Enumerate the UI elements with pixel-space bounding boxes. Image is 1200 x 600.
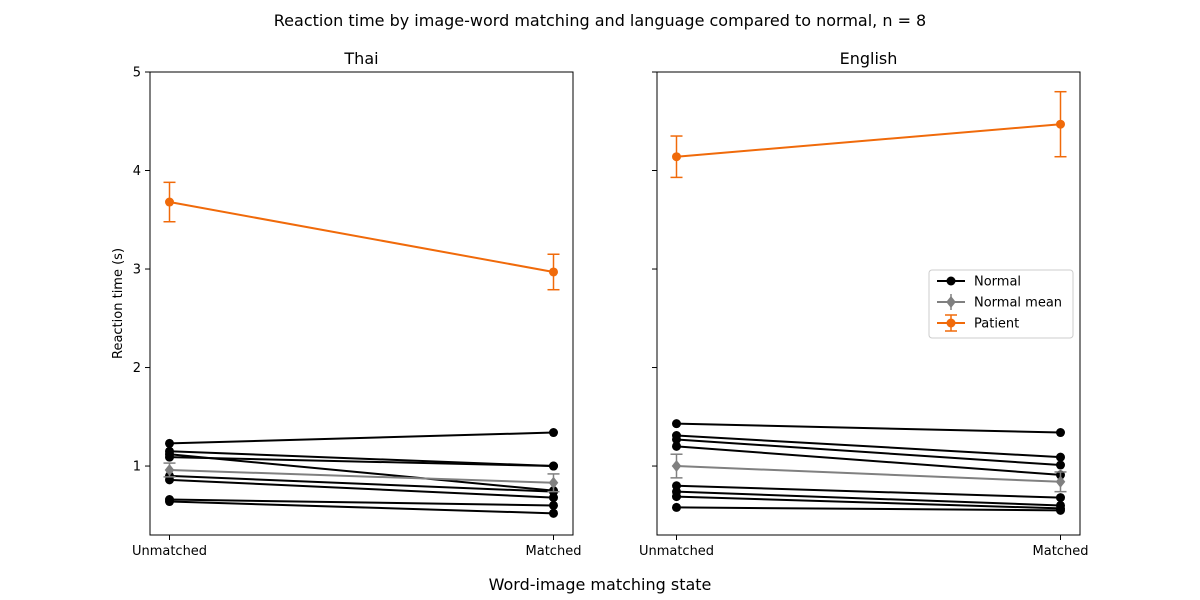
legend-box xyxy=(928,269,1074,339)
legend-label: Patient xyxy=(974,317,1019,332)
normal-mean-point xyxy=(548,476,559,489)
normal-subject-point xyxy=(165,452,174,462)
panel-title: Thai xyxy=(343,49,378,68)
normal-subject-point xyxy=(672,441,681,451)
normal-subject-line xyxy=(676,506,1061,512)
normal-subject-line xyxy=(676,422,1061,434)
y-tick-label: 4 xyxy=(133,164,141,179)
normal-subject-line xyxy=(676,484,1061,499)
figure-x-axis-label: Word-image matching state xyxy=(489,575,712,594)
y-tick-label: 3 xyxy=(133,263,141,278)
normal-subject-line xyxy=(676,445,1061,476)
y-axis-label: Reaction time (s) xyxy=(111,248,126,359)
axes-frame xyxy=(149,71,574,536)
normal-subject-point xyxy=(165,438,174,448)
legend-label: Normal mean xyxy=(974,296,1062,311)
normal-subject-line xyxy=(676,495,1061,510)
normal-subject-line xyxy=(169,498,554,507)
y-tick-label: 1 xyxy=(133,460,141,475)
normal-subject-line xyxy=(169,453,554,492)
y-tick-label: 2 xyxy=(133,361,141,376)
x-tick-label: Matched xyxy=(1033,544,1089,559)
patient-point xyxy=(1056,119,1065,129)
normal-subject-point xyxy=(1056,460,1065,470)
normal-mean-point xyxy=(164,463,175,476)
patient-point xyxy=(672,152,681,162)
normal-subject-line xyxy=(676,490,1061,507)
x-tick-label: Unmatched xyxy=(132,544,207,559)
figure-suptitle: Reaction time by image-word matching and… xyxy=(274,11,926,30)
panel-english: English Unmatched Matched Normal Normal mean… xyxy=(639,49,1089,559)
normal-mean-line xyxy=(169,468,554,484)
normal-mean-line xyxy=(676,465,1061,483)
legend-swatch-marker xyxy=(946,276,956,286)
normal-subject-line xyxy=(169,474,554,493)
normal-subject-point xyxy=(549,428,558,438)
normal-subject-line xyxy=(169,456,554,468)
normal-subject-point xyxy=(672,492,681,502)
normal-subject-point xyxy=(1056,428,1065,438)
normal-subject-point xyxy=(549,493,558,503)
x-tick-label: Matched xyxy=(526,544,582,559)
normal-subject-point xyxy=(672,502,681,512)
legend: Normal Normal mean Patient xyxy=(928,269,1074,339)
normal-subject-line xyxy=(169,431,554,445)
normal-subject-point xyxy=(672,419,681,429)
normal-subject-point xyxy=(549,508,558,518)
patient-line xyxy=(169,201,554,273)
normal-mean-point xyxy=(1055,475,1066,488)
patient-line xyxy=(676,123,1061,158)
normal-subject-line xyxy=(169,500,554,515)
y-tick-label: 5 xyxy=(133,66,141,81)
normal-subject-point xyxy=(549,500,558,510)
legend-label: Normal xyxy=(974,275,1021,290)
panel-title: English xyxy=(840,49,898,68)
normal-subject-point xyxy=(1056,505,1065,515)
normal-subject-line xyxy=(676,438,1061,467)
normal-subject-line xyxy=(169,478,554,499)
panel-thai: Thai Reaction time (s) 1 2 3 4 5 Unmatched Match… xyxy=(111,49,581,559)
normal-subject-point xyxy=(1056,493,1065,503)
normal-subject-line xyxy=(676,434,1061,459)
normal-subject-point xyxy=(1056,452,1065,462)
legend-swatch-marker xyxy=(946,318,956,328)
axes-frame xyxy=(656,71,1081,536)
patient-point xyxy=(165,197,174,207)
normal-mean-point xyxy=(671,460,682,473)
x-tick-label: Unmatched xyxy=(639,544,714,559)
normal-subject-point xyxy=(672,434,681,444)
normal-subject-point xyxy=(549,461,558,471)
patient-point xyxy=(549,267,558,277)
normal-subject-point xyxy=(165,497,174,507)
